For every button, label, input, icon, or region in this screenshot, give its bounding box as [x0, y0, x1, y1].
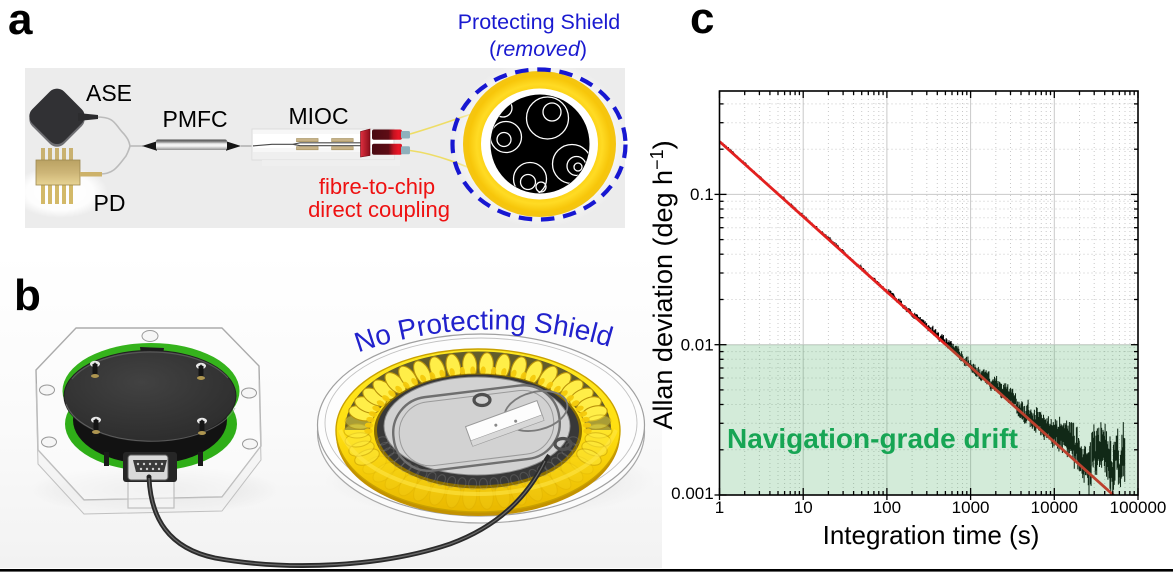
svg-text:MIOC: MIOC — [289, 103, 349, 129]
svg-text:fibre-to-chip: fibre-to-chip — [319, 174, 435, 199]
svg-text:a: a — [8, 0, 33, 44]
svg-text:PD: PD — [94, 190, 126, 216]
svg-text:(removed): (removed) — [489, 37, 587, 61]
svg-text:0.1: 0.1 — [690, 185, 714, 204]
svg-text:100: 100 — [873, 498, 901, 517]
svg-text:100000: 100000 — [1110, 498, 1167, 517]
svg-text:Allan deviation (deg h−1): Allan deviation (deg h−1) — [647, 140, 678, 429]
svg-text:10000: 10000 — [1031, 498, 1078, 517]
svg-text:1000: 1000 — [952, 498, 990, 517]
svg-text:Navigation-grade drift: Navigation-grade drift — [727, 423, 1018, 454]
svg-text:PMFC: PMFC — [163, 106, 228, 132]
svg-text:10: 10 — [794, 498, 813, 517]
svg-text:ASE: ASE — [86, 80, 132, 106]
svg-text:0.001: 0.001 — [671, 484, 714, 503]
svg-text:c: c — [690, 0, 714, 43]
svg-text:Integration time (s): Integration time (s) — [823, 520, 1040, 550]
svg-text:0.01: 0.01 — [681, 336, 714, 355]
svg-text:b: b — [14, 271, 41, 320]
svg-text:1: 1 — [715, 498, 724, 517]
svg-text:Protecting Shield: Protecting Shield — [458, 10, 621, 34]
svg-text:direct coupling: direct coupling — [308, 197, 450, 222]
